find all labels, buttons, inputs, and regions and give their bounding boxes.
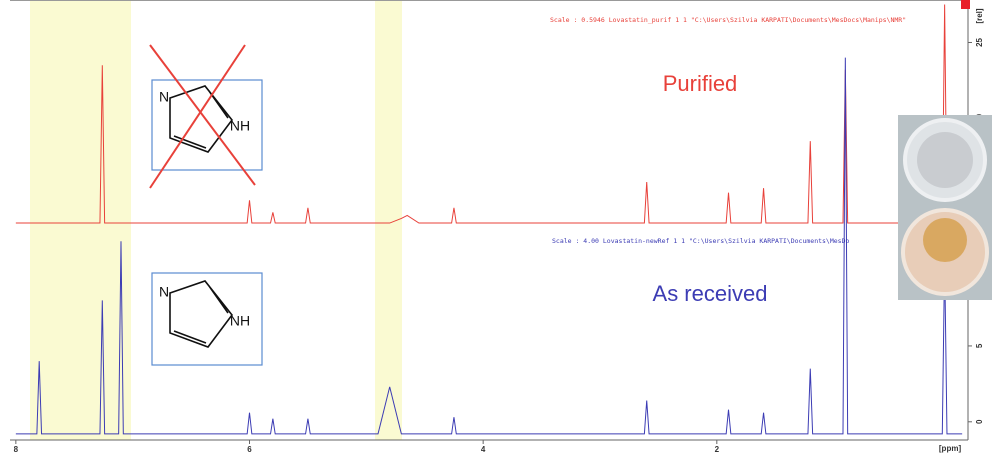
scale-label: Scale : 4.00 Lovastatin-newRef 1 1 "C:\U… [552,237,849,245]
cross-line [149,44,256,186]
x-tick-label: 2 [715,445,720,454]
x-tick-label: 8 [14,445,19,454]
powder-yellow [923,218,967,262]
x-tick-label: 4 [481,445,486,454]
y-tick-label: 25 [975,37,984,46]
atom-label: N [159,89,169,105]
photo [898,115,992,300]
ring [169,280,234,348]
powder-white [917,132,973,188]
highlight-band [30,0,131,440]
spectrum-line [15,57,963,435]
atom-label: N [159,284,169,300]
y-tick-label: 0 [975,419,984,424]
spectra [15,4,963,435]
scale-label: Scale : 0.5946 Lovastatin_purif 1 1 "C:\… [550,16,906,24]
y-axis-label: [rel] [975,8,984,23]
series-label: As received [653,281,768,306]
x-axis-label: [ppm] [939,444,962,453]
cross-line [149,44,246,189]
atom-label: NH [230,313,250,329]
y-tick-label: 5 [975,343,984,348]
spectrum-line [15,4,963,224]
marker-square [961,0,970,9]
series-label: Purified [663,71,738,96]
x-tick-label: 6 [247,445,252,454]
structure [151,272,263,366]
structure-crossed [149,44,263,189]
atom-label: NH [230,118,250,134]
